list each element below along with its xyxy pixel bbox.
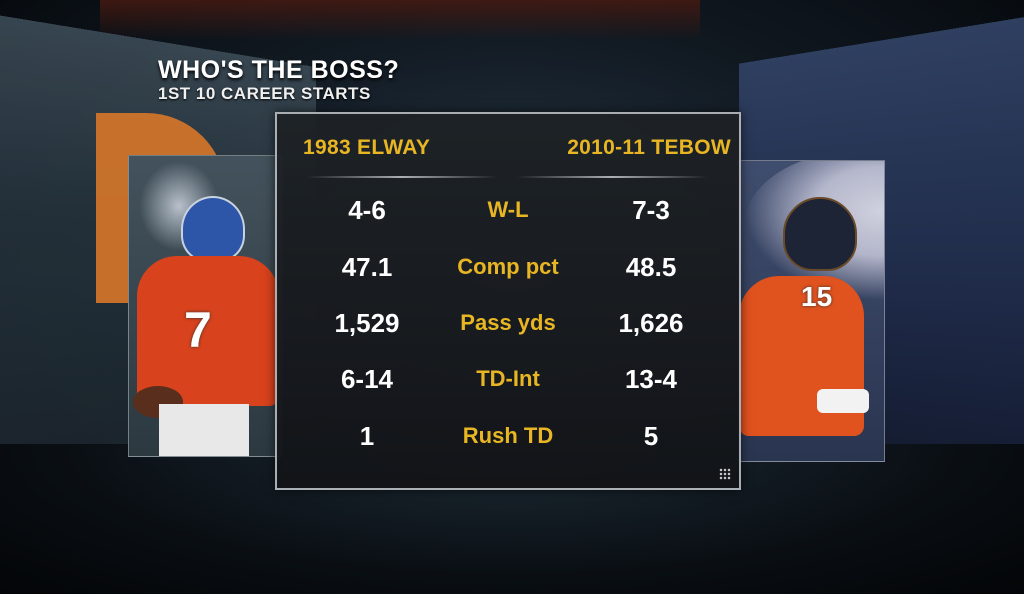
column-header-left: 1983 ELWAY [303,136,430,160]
stat-value-right: 1,626 [573,303,729,343]
stat-row: 4-6 W-L 7-3 [277,190,739,230]
column-header-right: 2010-11 TEBOW [567,136,731,160]
wrist-tape [817,389,869,413]
stat-value-right: 13-4 [573,359,729,399]
player-figure-right: 15 [739,161,884,461]
stats-comparison-panel: 1983 ELWAY 2010-11 TEBOW 4-6 W-L 7-3 47.… [275,112,741,490]
pants-left [159,404,249,456]
stat-label: Comp pct [427,247,589,287]
jersey-number-left: 7 [184,301,212,359]
header-divider-left [307,176,497,178]
stat-row: 6-14 TD-Int 13-4 [277,359,739,399]
jersey-number-right: 15 [801,281,832,313]
helmet-icon [783,197,857,271]
graphic-title: WHO'S THE BOSS? [158,56,399,84]
stat-row: 1,529 Pass yds 1,626 [277,303,739,343]
backdrop-glow [100,0,700,40]
helmet-icon [181,196,245,262]
stat-label: Pass yds [427,303,589,343]
stat-label: Rush TD [427,416,589,456]
header-divider-right [517,176,707,178]
stat-row: 47.1 Comp pct 48.5 [277,247,739,287]
player-figure-left: 7 [129,156,281,456]
stat-value-right: 5 [573,416,729,456]
stat-row: 1 Rush TD 5 [277,416,739,456]
player-photo-left: 7 [128,155,282,457]
stat-value-right: 7-3 [573,190,729,230]
stat-value-right: 48.5 [573,247,729,287]
stat-label: TD-Int [427,359,589,399]
graphic-header: WHO'S THE BOSS? 1ST 10 CAREER STARTS [158,56,399,104]
grid-icon [719,468,731,480]
player-photo-right: 15 [738,160,885,462]
stat-label: W-L [427,190,589,230]
graphic-subtitle: 1ST 10 CAREER STARTS [158,84,399,104]
